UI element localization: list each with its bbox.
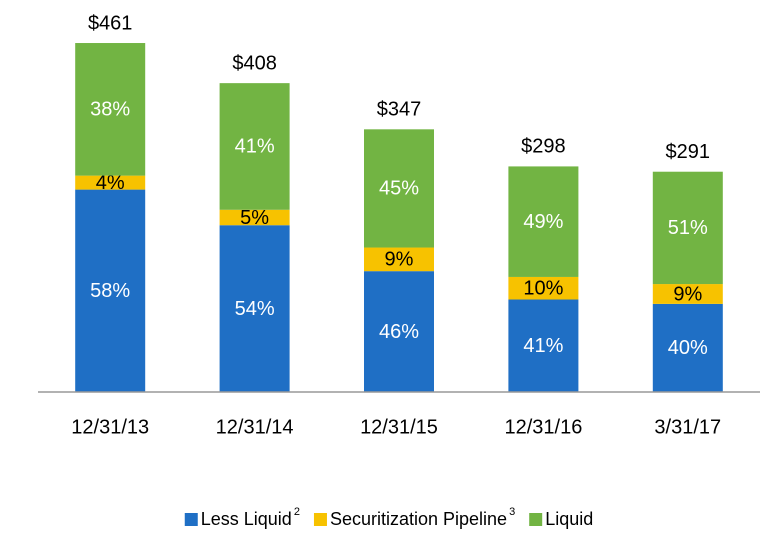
bar-segment xyxy=(364,271,434,392)
legend-label: Liquid xyxy=(545,509,593,529)
data-label: 9% xyxy=(385,249,414,271)
legend-footnote: 2 xyxy=(294,506,300,518)
bar-segment xyxy=(75,189,146,392)
bar-segment xyxy=(508,166,579,277)
legend-swatch xyxy=(184,513,198,526)
data-label: 51% xyxy=(668,217,708,239)
data-label: 9% xyxy=(673,283,702,305)
bar-segment xyxy=(219,83,290,210)
total-label: $298 xyxy=(521,136,566,158)
legend-footnote: 3 xyxy=(509,506,515,518)
bar-segment xyxy=(75,43,146,176)
bar-segment xyxy=(652,284,723,304)
x-tick-label: 12/31/15 xyxy=(360,416,438,438)
bar-segment xyxy=(508,276,579,300)
data-label: 49% xyxy=(523,211,563,233)
bar-segment xyxy=(219,209,290,226)
bar-segment xyxy=(75,175,146,190)
bar-segment xyxy=(219,225,290,392)
legend-label: Less Liquid xyxy=(201,509,292,529)
total-label: $408 xyxy=(232,52,277,74)
legend-label: Securitization Pipeline xyxy=(330,509,507,529)
bar-segment xyxy=(508,299,579,392)
legend: Less Liquid 2 Securitization Pipeline 3 Liqu… xyxy=(184,506,593,529)
x-tick-label: 12/31/16 xyxy=(504,416,582,438)
x-tick-label: 12/31/13 xyxy=(71,416,149,438)
data-label: 41% xyxy=(235,136,275,158)
legend-swatch xyxy=(529,513,543,526)
data-label: 5% xyxy=(240,207,269,229)
data-label: 54% xyxy=(235,298,275,320)
total-label: $461 xyxy=(88,12,133,34)
data-label: 10% xyxy=(523,278,563,300)
data-label: 38% xyxy=(90,99,130,121)
x-tick-label: 12/31/14 xyxy=(216,416,294,438)
total-label: $347 xyxy=(377,99,422,121)
bar-segment xyxy=(364,247,434,272)
bar-segment xyxy=(652,171,723,285)
data-label: 4% xyxy=(96,172,125,194)
bar-segment xyxy=(652,303,723,392)
data-label: 41% xyxy=(523,335,563,357)
data-label: 45% xyxy=(379,178,419,200)
legend-swatch xyxy=(313,513,327,526)
data-label: 40% xyxy=(668,337,708,359)
data-label: 46% xyxy=(379,321,419,343)
total-label: $291 xyxy=(666,141,711,163)
bar-segment xyxy=(364,129,434,248)
x-tick-label: 3/31/17 xyxy=(654,416,721,438)
data-label: 58% xyxy=(90,280,130,302)
